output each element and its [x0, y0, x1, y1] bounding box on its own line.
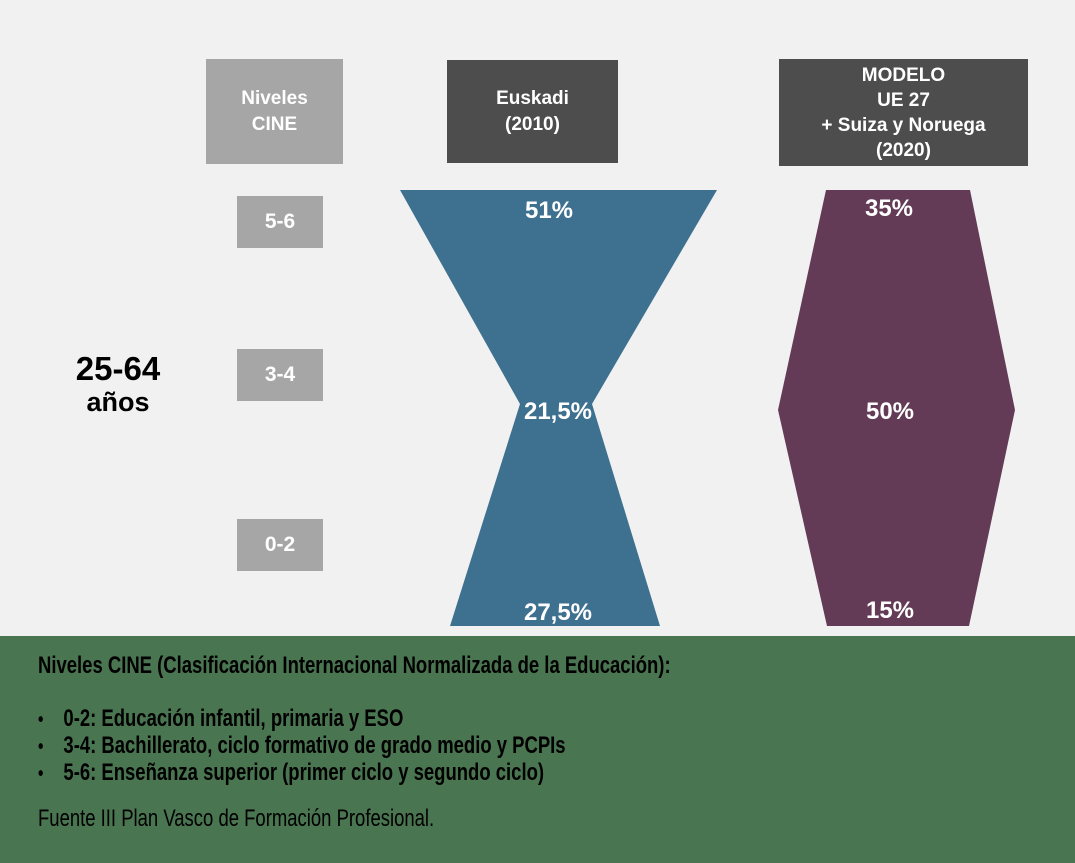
- footer-heading-line: Niveles CINE (Clasificación Internaciona…: [38, 652, 860, 679]
- level-label-5-6: 5-6: [264, 210, 296, 233]
- footer-heading: Niveles CINE (Clasificación Internaciona…: [38, 652, 671, 679]
- footer-bullet-2: • 3-4: Bachillerato, ciclo formativo de g…: [38, 732, 723, 761]
- level-label-0-2: 0-2: [264, 533, 296, 556]
- euskadi-value-0-2: 27,5%: [523, 599, 593, 626]
- footer-source: Fuente III Plan Vasco de Formación Profe…: [38, 805, 435, 832]
- euskadi-line1: Euskadi: [496, 87, 569, 109]
- bullet-icon: •: [38, 736, 44, 758]
- level-box-0-2: 0-2: [237, 519, 323, 571]
- modelo-value-5-6: 35%: [864, 195, 914, 222]
- modelo-value-3-4: 50%: [865, 398, 915, 425]
- level-label-3-4: 3-4: [264, 363, 296, 386]
- modelo-line4: (2020): [876, 139, 931, 161]
- level-box-3-4: 3-4: [237, 349, 323, 401]
- footer-source-line: Fuente III Plan Vasco de Formación Profe…: [38, 805, 553, 832]
- footer-bullet-2-text: 3-4: Bachillerato, ciclo formativo de gr…: [63, 732, 566, 759]
- modelo-value-0-2: 15%: [865, 597, 915, 624]
- footer-legend-band: Niveles CINE (Clasificación Internaciona…: [0, 636, 1075, 863]
- modelo-line2: UE 27: [877, 89, 930, 111]
- modelo-line3: + Suiza y Noruega: [821, 114, 986, 136]
- footer-bullet-1-text: 0-2: Educación infantil, primaria y ESO: [63, 705, 404, 732]
- footer-bullet-3-text: 5-6: Enseñanza superior (primer ciclo y …: [63, 759, 545, 786]
- footer-bullet-1: • 0-2: Educación infantil, primaria y ESO: [38, 705, 512, 734]
- column-header-modelo: MODELO UE 27 + Suiza y Noruega (2020): [779, 59, 1028, 166]
- footer-bullet-3: • 5-6: Enseñanza superior (primer ciclo y…: [38, 759, 695, 788]
- euskadi-hourglass-shape: [400, 190, 717, 626]
- bullet-icon: •: [38, 709, 44, 731]
- euskadi-value-5-6: 51%: [524, 197, 574, 224]
- bullet-icon: •: [38, 763, 44, 785]
- age-group-label: 25-64 años: [48, 350, 188, 418]
- niveles-line1: Niveles: [241, 87, 308, 109]
- age-range: 25-64: [75, 350, 161, 387]
- modelo-line1: MODELO: [861, 64, 946, 86]
- level-box-5-6: 5-6: [237, 196, 323, 248]
- euskadi-line2: (2010): [505, 113, 560, 135]
- niveles-line2: CINE: [251, 113, 298, 135]
- age-unit: años: [86, 387, 150, 417]
- column-header-niveles-cine: Niveles CINE: [206, 59, 343, 164]
- column-header-euskadi: Euskadi (2010): [447, 60, 618, 163]
- modelo-hexagon-shape: [778, 190, 1015, 626]
- euskadi-value-3-4: 21,5%: [523, 398, 593, 425]
